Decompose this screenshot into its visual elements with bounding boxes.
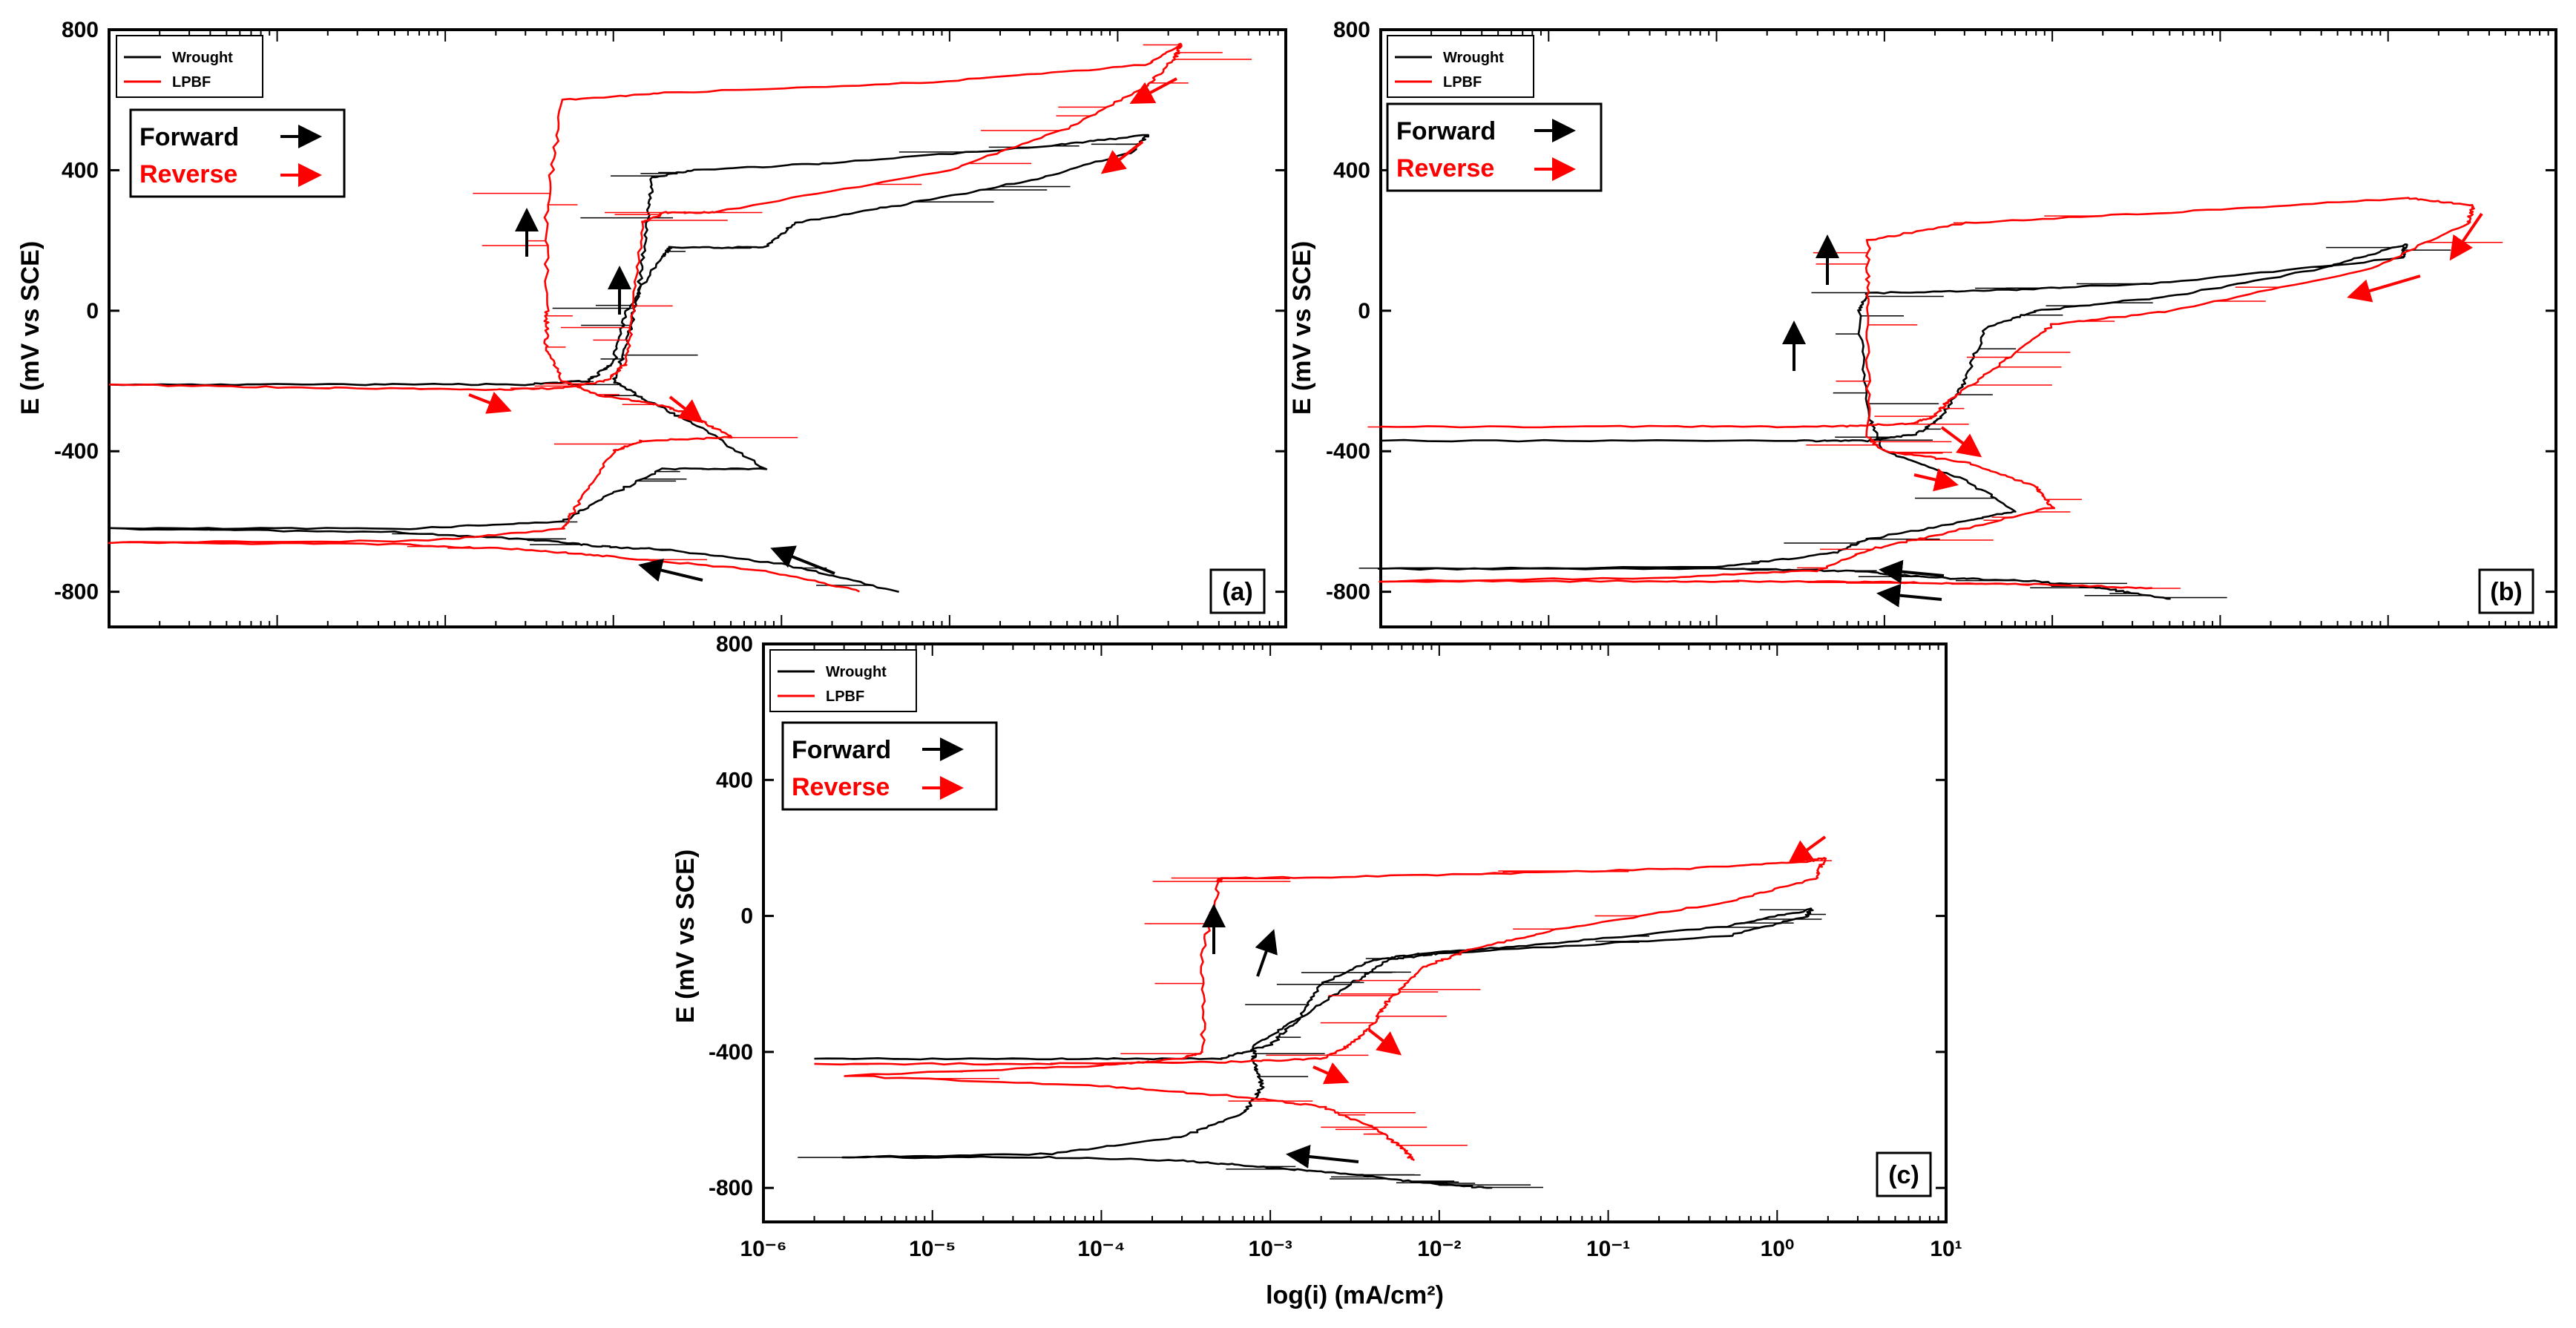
series-group-c [798,857,1832,1189]
x-ticks-b [1380,30,2557,627]
annotation-arrow-a-4 [668,395,704,424]
y-tick-label-a-3: 400 [62,158,99,183]
plot-frame-c [762,642,1948,1223]
series-line-a-lpbf [108,42,1183,593]
x-tick-label-c-3: 10⁻³ [1249,1237,1292,1261]
panel-label-box-a [1209,568,1266,614]
series-line-b-wrought [1377,243,2408,600]
series-legend-b: Wrought LPBF [1387,35,1534,98]
series-group-a [108,42,1252,594]
legend-label-wrought-b: Wrought [1443,50,1504,66]
annotation-arrow-b-6 [1876,583,1942,608]
plot-frame-b [1379,28,2557,628]
direction-reverse-label-a: Reverse [139,160,237,188]
series-line-b-lpbf [1379,197,2475,590]
y-tick-label-b-1: -400 [1326,439,1370,464]
annotation-arrow-c-4 [1312,1062,1350,1085]
x-tick-label-c-5: 10⁻¹ [1586,1237,1630,1261]
y-axis-title-b: E (mV vs SCE) [1288,241,1316,415]
direction-legend-b: Forward Reverse [1386,102,1603,192]
y-tick-label-a-0: -800 [54,580,99,605]
x-tick-label-c-0: 10⁻⁶ [740,1237,786,1261]
direction-forward-label-b: Forward [1396,117,1496,145]
panel-b: -800 -400 0 400 800 E (mV vs SCE) Wrought LP… [1288,18,2557,628]
direction-reverse-label-b: Reverse [1396,154,1494,183]
x-tick-label-c-1: 10⁻⁵ [909,1237,956,1261]
series-legend-a: Wrought LPBF [116,35,263,98]
legend-label-wrought-a: Wrought [172,50,233,66]
x-tick-label-c-2: 10⁻⁴ [1077,1237,1125,1261]
series-legend-box-a [116,35,263,98]
y-tick-label-c-0: -800 [709,1176,753,1200]
annotation-arrow-a-6 [638,559,703,582]
direction-legend-c: Forward Reverse [781,721,998,811]
annotation-arrow-a-5 [770,545,835,575]
x-tick-label-c-6: 10⁰ [1761,1237,1794,1261]
series-line-c-wrought [814,907,1814,1189]
legend-label-lpbf-b: LPBF [1443,74,1482,91]
legend-label-lpbf-c: LPBF [826,688,864,705]
annotation-arrow-b-4 [1913,468,1959,492]
y-tick-label-b-2: 0 [1358,299,1370,323]
annotation-arrow-a-3 [468,391,512,414]
series-line-c-lpbf [814,857,1827,1161]
annotation-arrow-c-3 [1367,1028,1402,1056]
y-ticks-a: -800 -400 0 400 800 [54,18,1286,605]
y-tick-label-a-1: -400 [54,439,99,464]
x-axis-title-c: log(i) (mA/cm²) [1266,1281,1444,1309]
panel-label-c: (c) [1888,1161,1919,1189]
y-tick-label-c-4: 800 [716,632,753,657]
y-axis-title-c: E (mV vs SCE) [671,849,700,1023]
annotation-arrow-c-2 [1255,929,1278,977]
y-ticks-c: -800 -400 0 400 800 [709,632,1946,1200]
panel-label-box-c [1876,1151,1932,1197]
annotation-arrow-a-8 [1100,140,1144,174]
panel-label-box-b [2478,568,2534,614]
series-legend-box-c [769,649,917,712]
y-tick-label-c-1: -400 [709,1040,753,1065]
y-ticks-b: -800 -400 0 400 800 [1326,18,2556,605]
direction-reverse-label-c: Reverse [792,773,890,801]
annotation-arrow-b-7 [2449,212,2483,261]
x-tick-label-c-7: 10¹ [1930,1237,1962,1261]
annotation-arrow-a-7 [1129,77,1177,104]
y-tick-label-c-2: 0 [740,904,753,929]
y-tick-label-a-2: 0 [86,299,99,323]
panel-label-b: (b) [2490,578,2522,606]
series-line-a-wrought [108,134,1150,594]
legend-label-wrought-c: Wrought [826,664,887,680]
x-ticks-a [108,30,1287,627]
annotation-arrow-b-8 [2347,275,2421,303]
y-tick-label-a-4: 800 [62,18,99,42]
x-tick-label-c-4: 10⁻² [1417,1237,1461,1261]
panel-label-a: (a) [1222,578,1253,606]
direction-forward-label-c: Forward [792,736,891,764]
panel-a: -800 -400 0 400 800 E (mV vs SCE) Wrought LP… [16,18,1287,628]
y-tick-label-b-4: 800 [1333,18,1370,42]
y-tick-label-b-0: -800 [1326,580,1370,605]
legend-label-lpbf-a: LPBF [172,74,211,91]
annotation-arrow-b-5 [1879,559,1945,584]
series-legend-c: Wrought LPBF [769,649,917,712]
y-tick-label-c-3: 400 [716,768,753,792]
direction-legend-a: Forward Reverse [129,108,346,198]
annotation-arrow-c-6 [1787,835,1827,864]
y-axis-title-a: E (mV vs SCE) [16,241,45,415]
series-legend-box-b [1387,35,1534,98]
panel-c: -800 -400 0 400 800 10⁻⁶ 10⁻⁵ 10⁻⁴ 10⁻³ 10⁻² 10⁻¹… [671,632,1962,1309]
plot-frame-a [108,28,1287,628]
direction-forward-label-a: Forward [139,123,239,151]
annotation-arrow-c-5 [1286,1145,1359,1168]
y-tick-label-b-3: 400 [1333,158,1370,183]
series-group-b [1358,197,2503,600]
x-ticks-c: 10⁻⁶ 10⁻⁵ 10⁻⁴ 10⁻³ 10⁻² 10⁻¹ 10⁰ 10¹ [740,644,1962,1261]
annotation-arrow-b-3 [1940,426,1982,458]
